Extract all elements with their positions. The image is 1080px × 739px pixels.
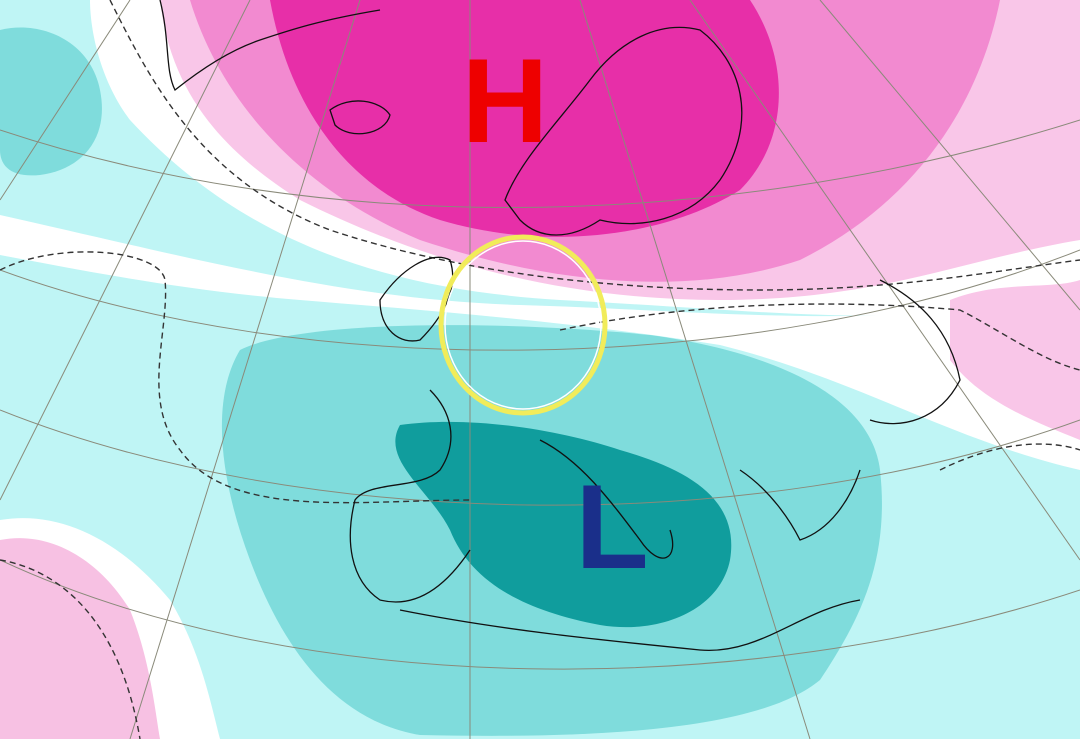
neutral-band	[0, 215, 1080, 470]
low-core	[395, 421, 732, 628]
high-label: H	[462, 34, 549, 168]
coastlines	[159, 0, 961, 651]
positive-anomaly-east	[950, 280, 1080, 440]
high-core	[270, 0, 779, 237]
positive-southwest	[0, 538, 160, 739]
low-label: L	[575, 460, 648, 594]
highlight-circle	[438, 234, 608, 416]
highlight-circle-inner	[444, 240, 602, 410]
